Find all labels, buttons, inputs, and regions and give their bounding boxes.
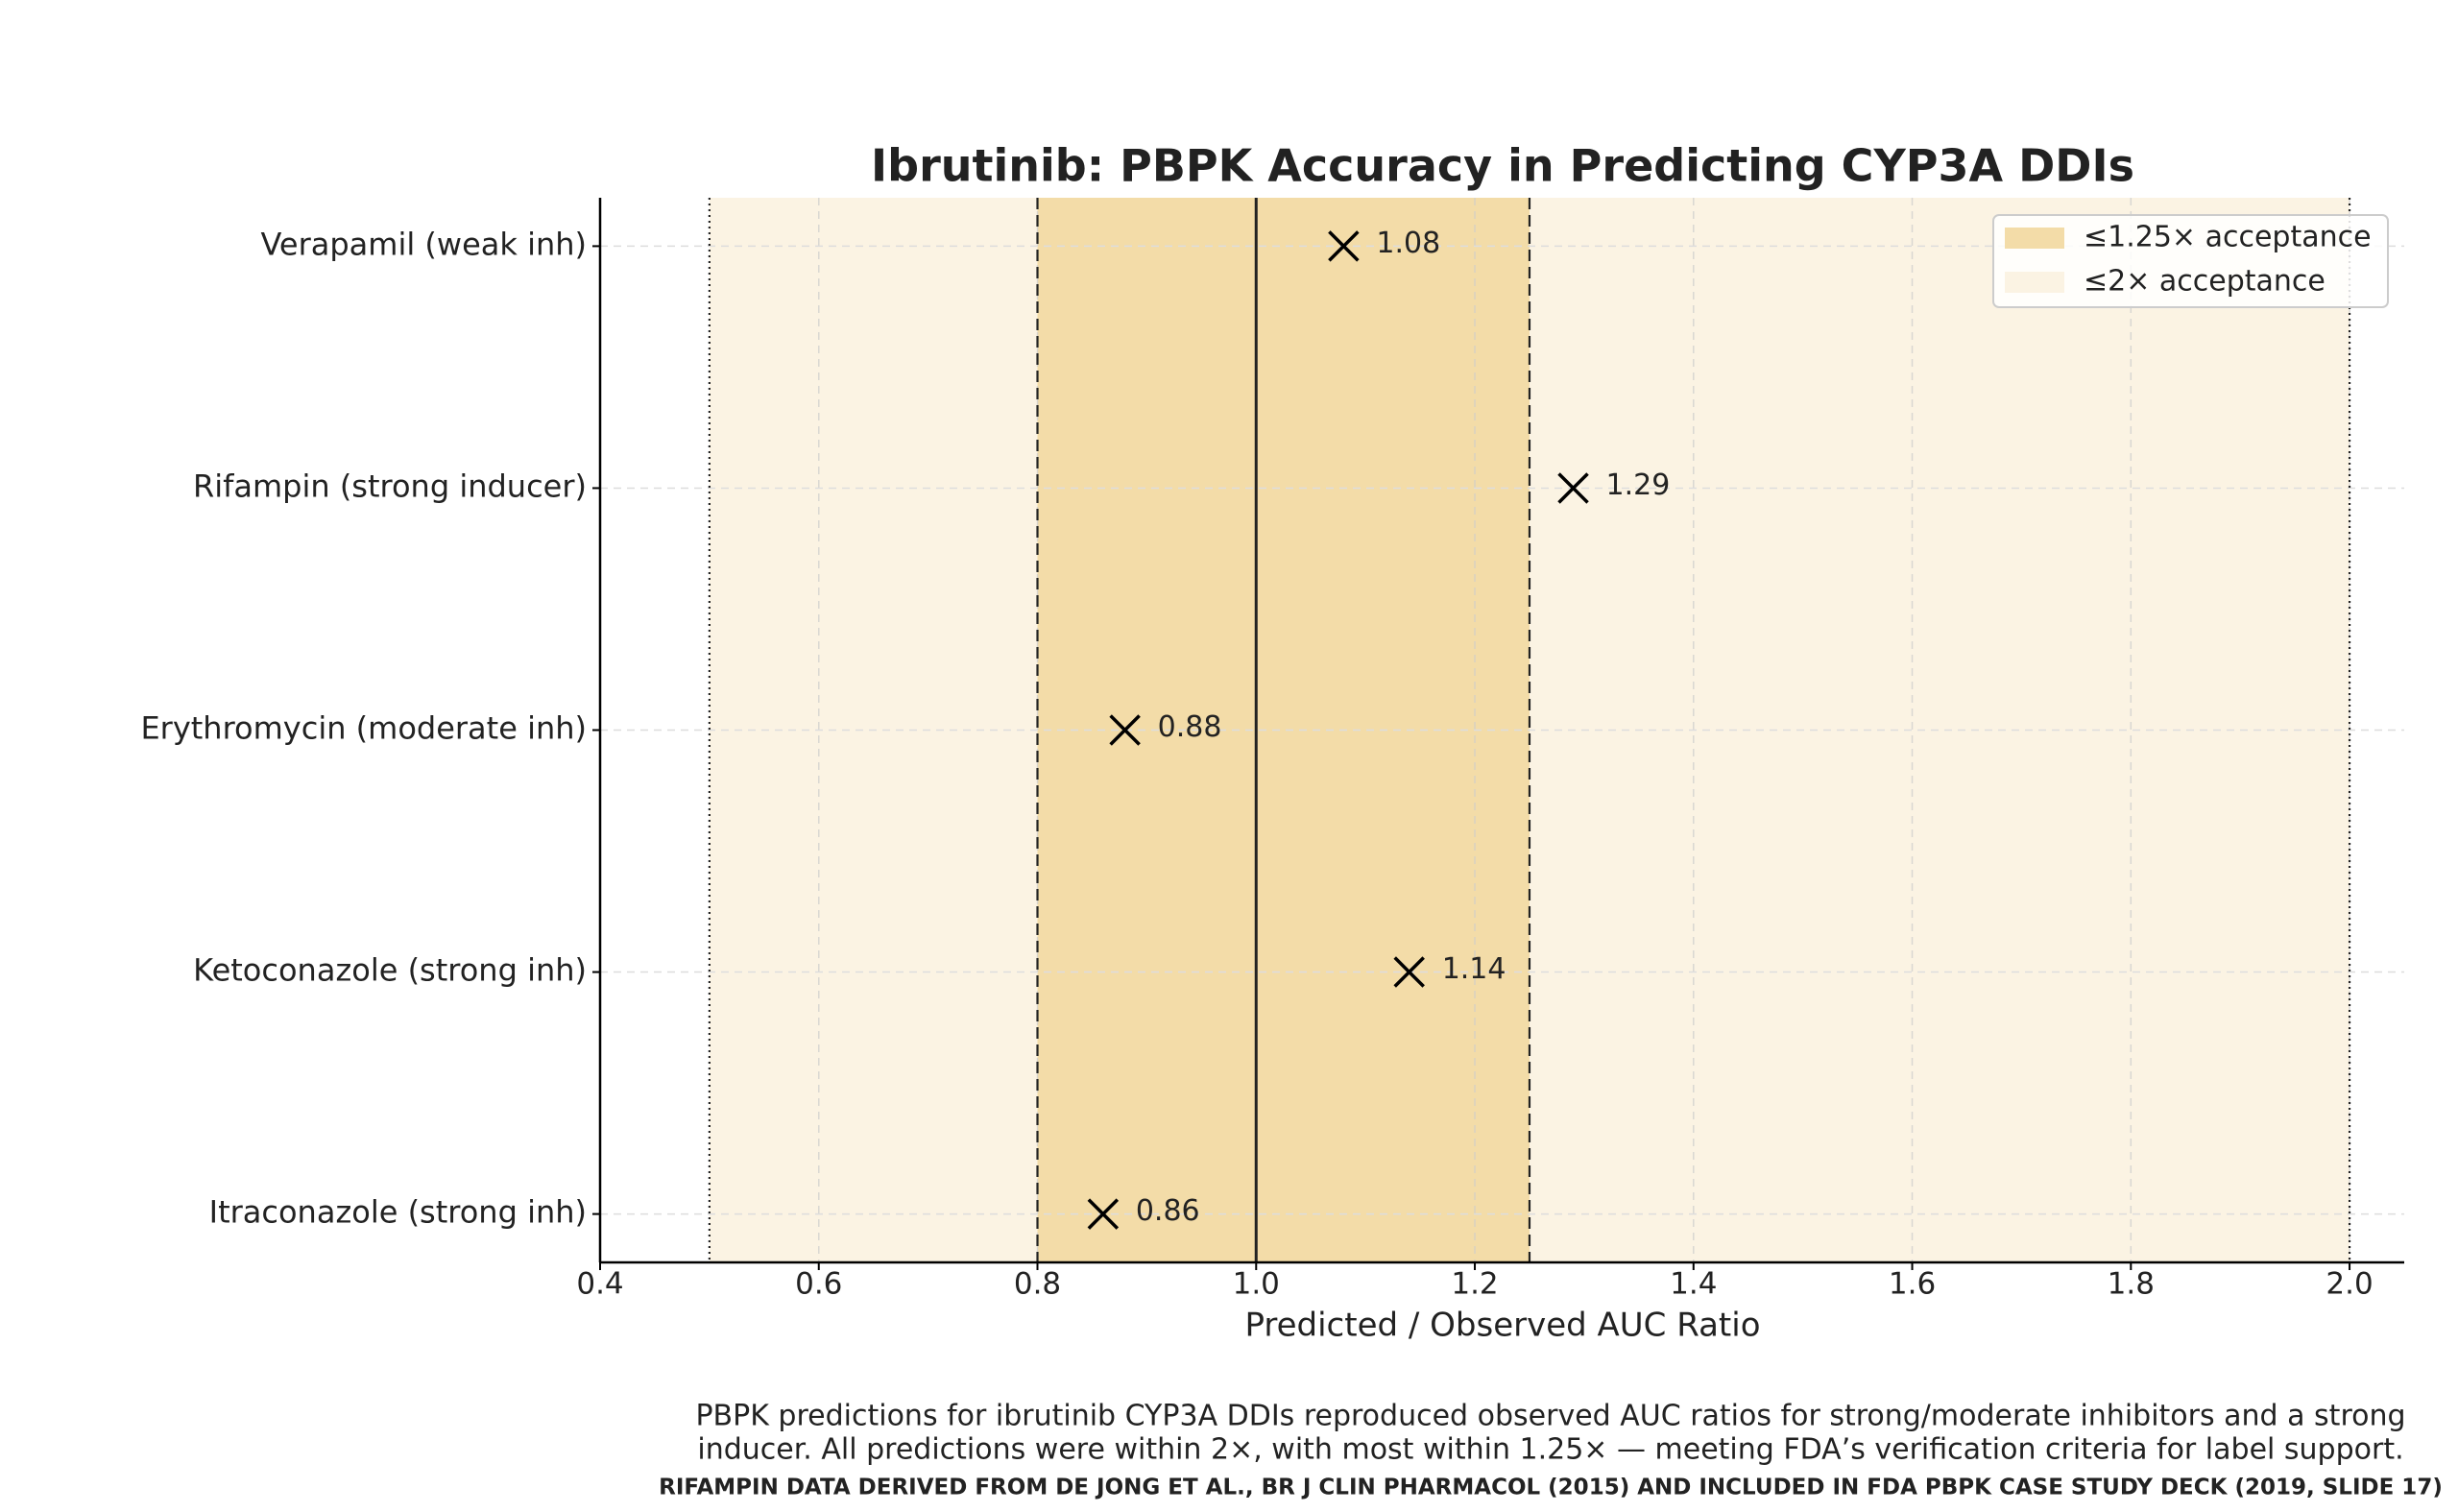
source-note: RIFAMPIN DATA DERIVED FROM DE JONG ET AL… <box>659 1476 2443 1500</box>
x-tick-label: 0.8 <box>1014 1267 1061 1302</box>
value-label: 1.14 <box>1442 952 1506 986</box>
value-label: 1.29 <box>1606 468 1671 502</box>
value-label: 0.86 <box>1136 1194 1200 1228</box>
x-tick-label: 0.6 <box>795 1267 842 1302</box>
y-tick-label: Itraconazole (strong inh) <box>209 1194 587 1231</box>
x-tick-label: 2.0 <box>2325 1267 2373 1302</box>
marker <box>1087 1198 1120 1230</box>
y-tick-label: Erythromycin (moderate inh) <box>140 710 587 747</box>
chart-title: Ibrutinib: PBPK Accuracy in Predicting C… <box>871 140 2134 192</box>
legend-box <box>1992 214 2389 308</box>
marker <box>1557 472 1589 504</box>
value-label: 0.88 <box>1158 710 1222 744</box>
x-tick-label: 1.0 <box>1233 1267 1280 1302</box>
legend-label: ≤2× acceptance <box>2084 265 2325 299</box>
marker <box>1328 230 1360 262</box>
x-tick-label: 1.2 <box>1451 1267 1498 1302</box>
legend-label: ≤1.25× acceptance <box>2084 221 2372 254</box>
legend-swatch <box>2005 228 2064 249</box>
x-tick-label: 1.4 <box>1670 1267 1717 1302</box>
y-tick-label: Ketoconazole (strong inh) <box>193 952 587 989</box>
value-label: 1.08 <box>1376 227 1440 260</box>
caption: inducer. All predictions were within 2×,… <box>697 1433 2403 1467</box>
caption: PBPK predictions for ibrutinib CYP3A DDI… <box>695 1400 2405 1433</box>
y-tick-label: Verapamil (weak inh) <box>261 226 588 262</box>
marker <box>1109 714 1141 746</box>
y-tick-label: Rifampin (strong inducer) <box>193 468 587 504</box>
marker <box>1393 956 1425 988</box>
x-tick-label: 1.6 <box>1889 1267 1936 1302</box>
x-axis-label: Predicted / Observed AUC Ratio <box>1244 1307 1760 1345</box>
legend-swatch <box>2005 272 2064 293</box>
x-tick-label: 0.4 <box>576 1267 623 1302</box>
x-tick-label: 1.8 <box>2108 1267 2155 1302</box>
